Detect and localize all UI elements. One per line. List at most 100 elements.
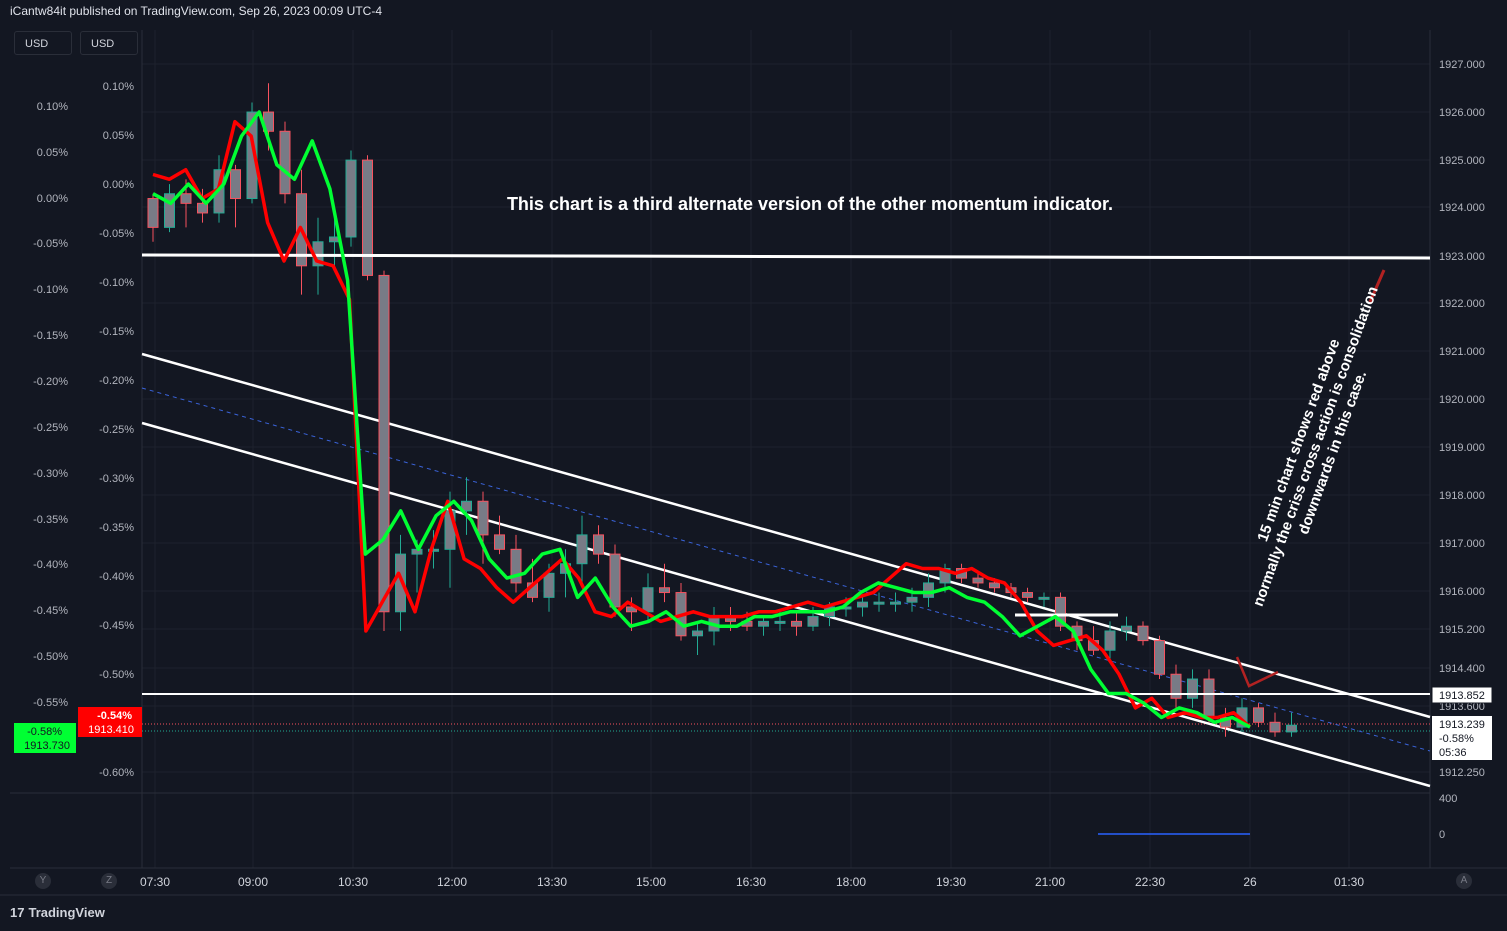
left-percent-scale-inner: 0.10% 0.05% 0.00% -0.05% -0.10% -0.15% -0.20% -… bbox=[99, 81, 134, 779]
left-pct-tick-inner: -0.60% bbox=[99, 767, 134, 779]
left-pct-tick-outer: -0.40% bbox=[33, 559, 68, 571]
time-tick-label: 01:30 bbox=[1334, 875, 1364, 889]
candle-body bbox=[1038, 596, 1050, 600]
last-pct-label: -0.58% bbox=[1439, 733, 1474, 745]
volume-tick-label: 400 bbox=[1439, 793, 1457, 805]
channel-lower-line[interactable] bbox=[141, 421, 1431, 788]
candle-body bbox=[758, 620, 769, 627]
candle-body bbox=[147, 198, 159, 228]
price-tick-label: 1923.000 bbox=[1439, 251, 1485, 263]
left-pct-tick-outer: 0.05% bbox=[37, 147, 68, 159]
rotated-annotation[interactable]: 15 min chart shows red above normally th… bbox=[1233, 278, 1399, 615]
left-pct-tick-outer: -0.20% bbox=[33, 376, 68, 388]
hline-price-label: 1913.852 bbox=[1439, 690, 1485, 702]
left-pct-tick-outer: -0.15% bbox=[33, 330, 68, 342]
candle-body bbox=[609, 553, 621, 608]
candle-body bbox=[906, 596, 918, 603]
currency-button-left[interactable]: USD bbox=[14, 31, 72, 55]
currency-button-right[interactable]: USD bbox=[80, 31, 138, 55]
volume-scale: 400 0 bbox=[1439, 793, 1457, 841]
left-percent-scale-outer: 0.10% 0.05% 0.00% -0.05% -0.10% -0.15% -0.20% -… bbox=[33, 101, 68, 709]
time-tick-label: 10:30 bbox=[338, 875, 368, 889]
candle-body bbox=[1137, 625, 1149, 642]
left-pct-tick-outer: -0.45% bbox=[33, 605, 68, 617]
time-tick-label: 19:30 bbox=[936, 875, 966, 889]
candle-body bbox=[279, 130, 291, 195]
price-tick-label: 1920.000 bbox=[1439, 394, 1485, 406]
candle-body bbox=[1022, 592, 1033, 598]
resistance-line-1923[interactable] bbox=[141, 253, 1431, 260]
candle-body bbox=[593, 534, 604, 555]
left-pct-tick-inner: 0.10% bbox=[103, 81, 134, 93]
red-price-label: 1913.410 bbox=[88, 724, 134, 736]
green-price-label-box bbox=[14, 723, 76, 753]
drawn-arrow-bottom[interactable] bbox=[1235, 656, 1279, 688]
time-tick-label: 26 bbox=[1243, 875, 1257, 889]
auto-scale-button[interactable]: A bbox=[1456, 873, 1472, 889]
candle-body bbox=[1154, 640, 1165, 675]
publish-header: iCantw84it published on TradingView.com,… bbox=[10, 4, 383, 18]
countdown-label: 05:36 bbox=[1439, 747, 1467, 759]
candle-body bbox=[362, 159, 373, 276]
candle-body bbox=[1253, 707, 1264, 723]
candle-body bbox=[642, 587, 654, 613]
time-tick-label: 09:00 bbox=[238, 875, 268, 889]
time-tick-label: 15:00 bbox=[636, 875, 666, 889]
candle-body bbox=[1104, 630, 1116, 651]
left-pct-tick-outer: 0.00% bbox=[37, 193, 68, 205]
candle-body bbox=[659, 587, 670, 594]
candle-body bbox=[1055, 596, 1066, 627]
drawn-arrow-top[interactable] bbox=[1368, 269, 1386, 303]
time-tick-label: 12:00 bbox=[437, 875, 467, 889]
left-pct-tick-inner: 0.05% bbox=[103, 130, 134, 142]
channel-mid-line[interactable] bbox=[141, 387, 1431, 752]
channel-upper-line[interactable] bbox=[141, 352, 1431, 719]
y-toggle-button[interactable]: Y bbox=[35, 873, 51, 889]
left-pct-tick-inner: -0.15% bbox=[99, 326, 134, 338]
red-pct-label: -0.54% bbox=[97, 710, 132, 722]
candle-body bbox=[230, 169, 241, 200]
candlestick-series bbox=[147, 83, 1297, 737]
candle-body bbox=[1170, 673, 1182, 699]
candle-body bbox=[626, 606, 637, 613]
candle-body bbox=[1121, 625, 1132, 632]
left-pct-tick-outer: -0.25% bbox=[33, 422, 68, 434]
candle-body bbox=[461, 500, 472, 512]
candle-body bbox=[378, 274, 390, 613]
chart-annotation-main[interactable]: This chart is a third alternate version … bbox=[507, 194, 1113, 214]
price-tick-label: 1922.000 bbox=[1439, 298, 1485, 310]
price-tick-label: 1913.600 bbox=[1439, 701, 1485, 713]
price-tick-label: 1916.000 bbox=[1439, 586, 1485, 598]
price-tick-label: 1921.000 bbox=[1439, 346, 1485, 358]
left-pct-tick-inner: -0.50% bbox=[99, 669, 134, 681]
time-tick-label: 22:30 bbox=[1135, 875, 1165, 889]
candle-body bbox=[692, 630, 703, 637]
candle-body bbox=[873, 601, 885, 605]
candle-body bbox=[180, 193, 192, 204]
candle-body bbox=[494, 534, 505, 550]
slow-momentum-line bbox=[152, 110, 1251, 729]
left-pct-tick-outer: -0.55% bbox=[33, 697, 68, 709]
candle-body bbox=[923, 582, 934, 598]
time-tick-label: 21:00 bbox=[1035, 875, 1065, 889]
price-tick-label: 1912.250 bbox=[1439, 767, 1485, 779]
candle-body bbox=[246, 111, 258, 200]
price-tick-label: 1926.000 bbox=[1439, 107, 1485, 119]
chart-grid bbox=[142, 30, 1430, 868]
price-tick-label: 1918.000 bbox=[1439, 490, 1485, 502]
candle-body bbox=[1269, 721, 1281, 733]
candle-body bbox=[857, 601, 868, 608]
z-toggle-button[interactable]: Z bbox=[101, 873, 117, 889]
left-pct-tick-outer: -0.10% bbox=[33, 284, 68, 296]
price-tick-label: 1914.400 bbox=[1439, 663, 1485, 675]
left-pct-tick-inner: -0.25% bbox=[99, 424, 134, 436]
left-pct-tick-inner: 0.00% bbox=[103, 179, 134, 191]
candle-body bbox=[890, 601, 901, 605]
left-pct-tick-inner: -0.30% bbox=[99, 473, 134, 485]
tradingview-logo[interactable]: 17 TradingView bbox=[10, 905, 105, 920]
left-pct-tick-outer: -0.05% bbox=[33, 238, 68, 250]
rotated-annotation-line-2: normally the criss cross action is conso… bbox=[1250, 284, 1382, 609]
time-tick-label: 13:30 bbox=[537, 875, 567, 889]
